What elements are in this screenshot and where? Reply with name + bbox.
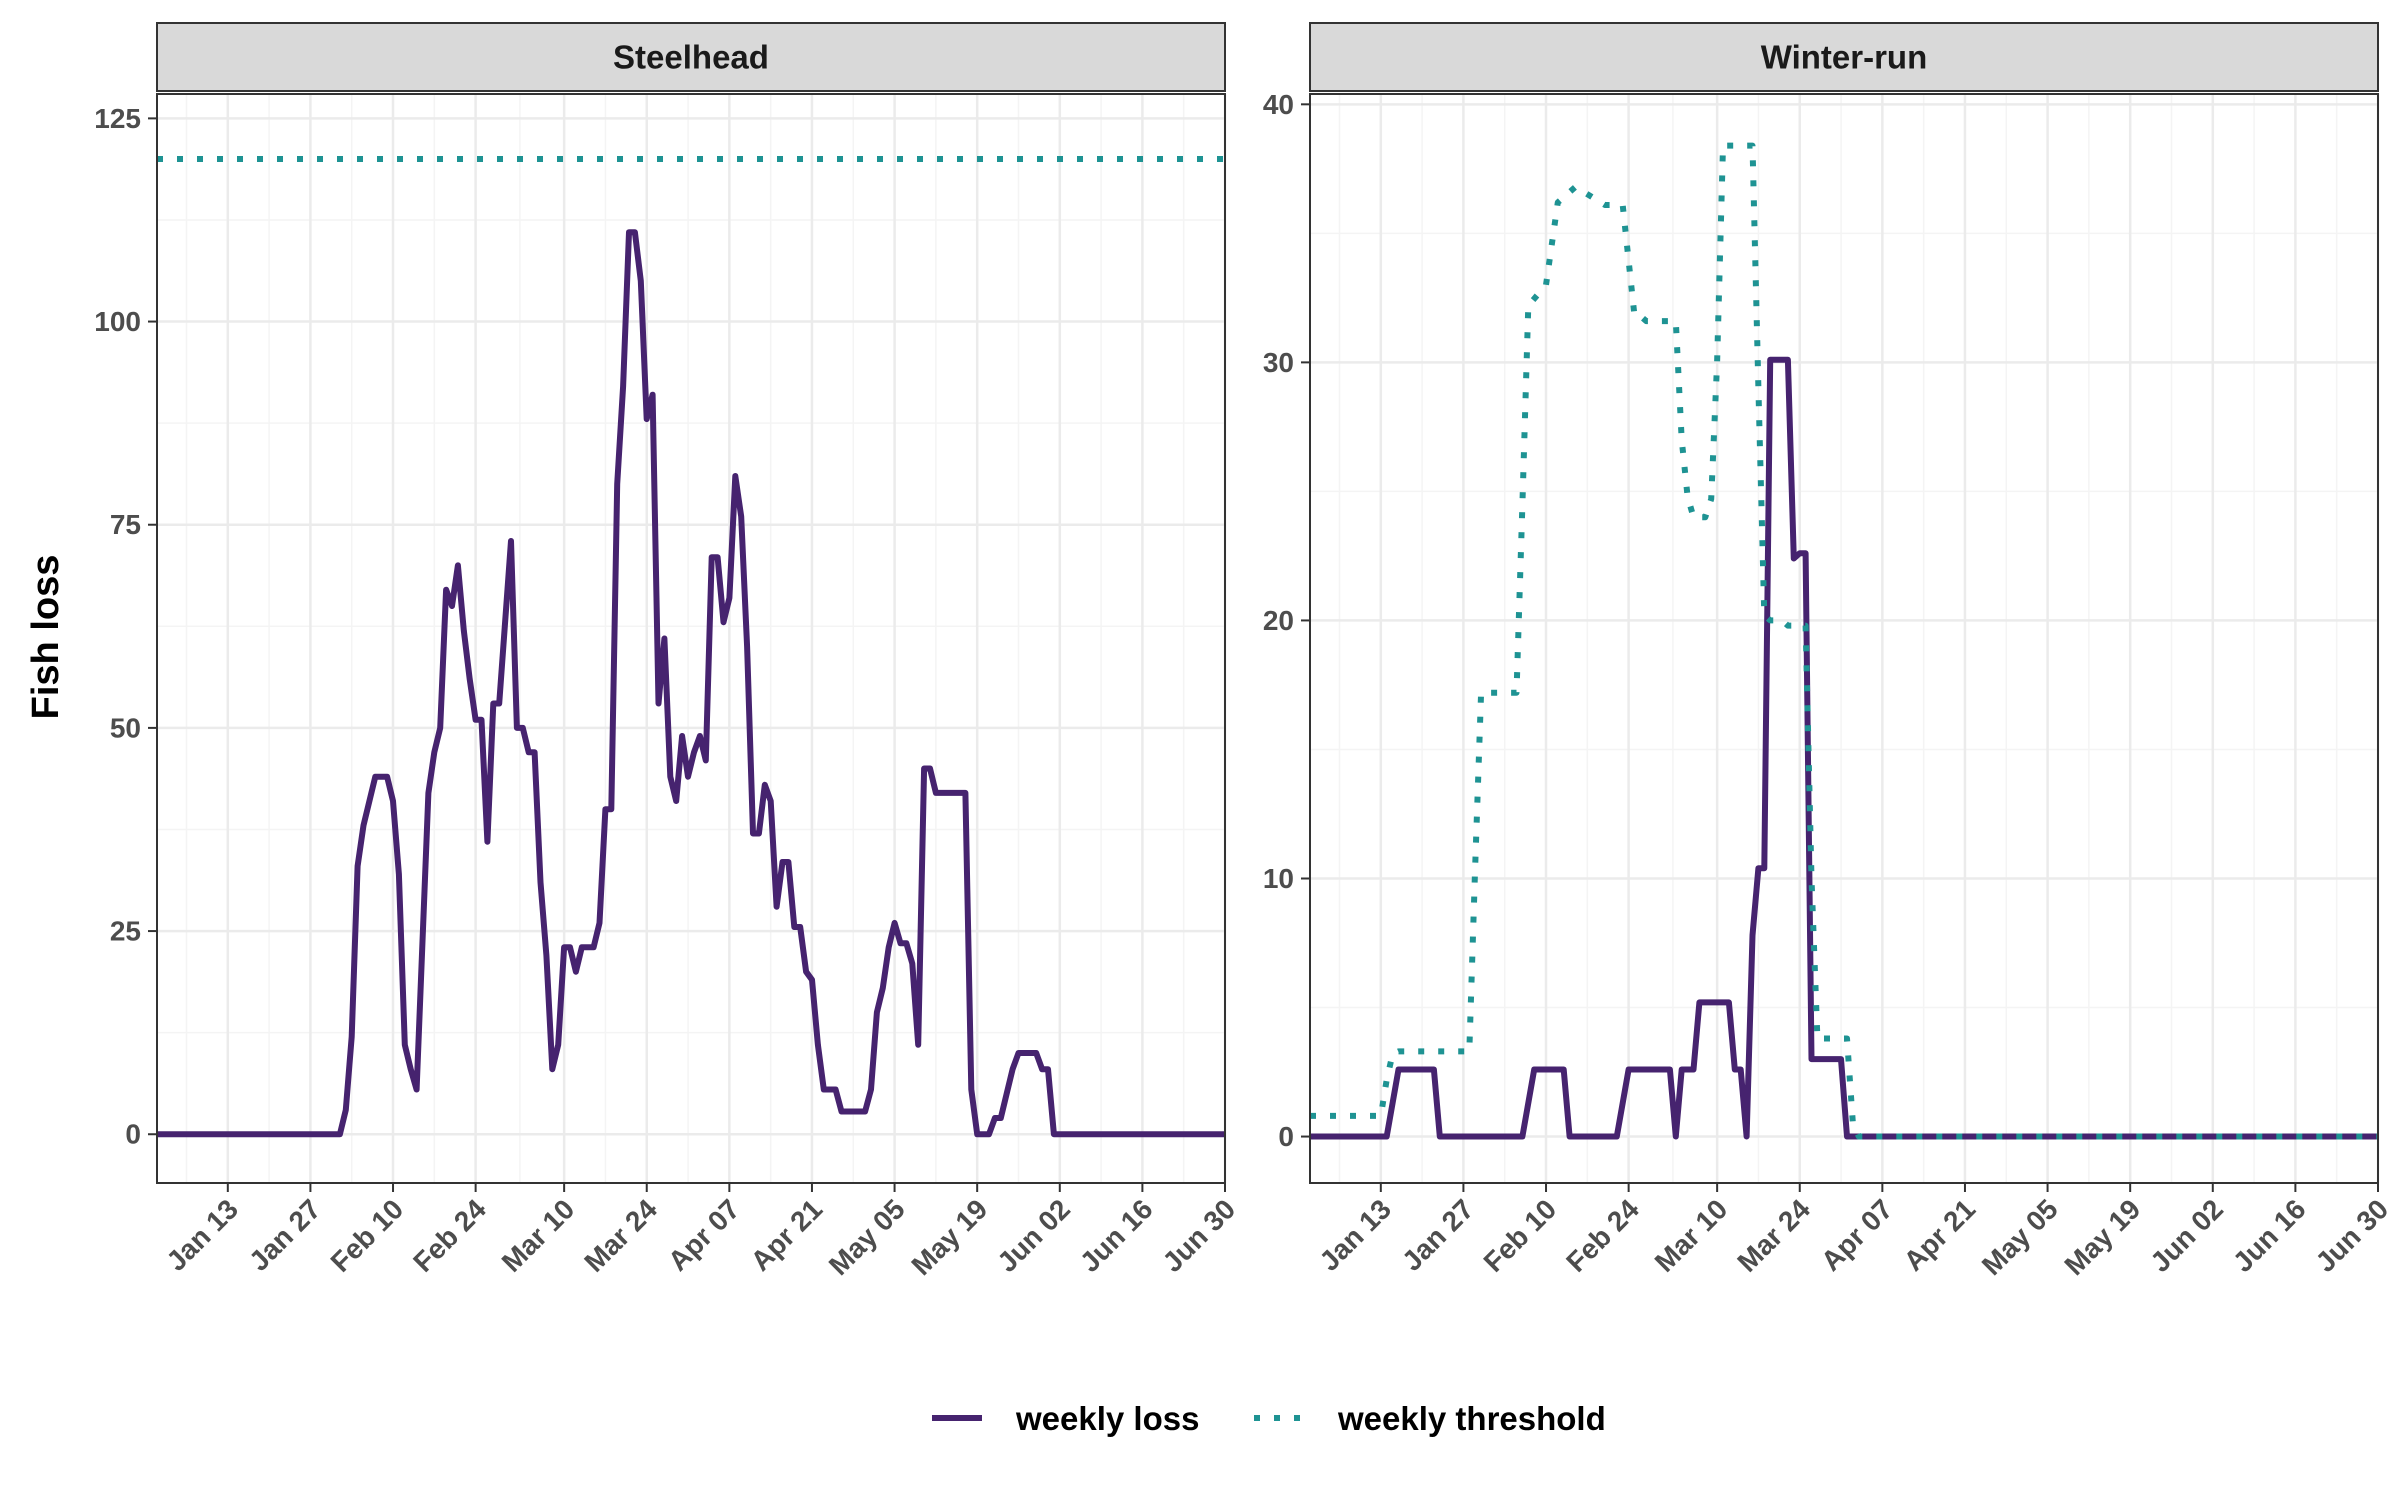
x-tick-label: Feb 10 [325, 1193, 410, 1278]
x-tick-label: Apr 07 [662, 1193, 746, 1277]
y-axis-title: Fish loss [25, 555, 67, 720]
x-tick-label: Jun 16 [2227, 1193, 2312, 1278]
x-tick-label: Mar 24 [1731, 1193, 1816, 1278]
x-tick-label: Jun 16 [1074, 1193, 1159, 1278]
x-tick-label: Jun 02 [991, 1193, 1076, 1278]
y-tick-label: 125 [94, 103, 141, 134]
x-tick-label: May 05 [823, 1193, 911, 1281]
x-tick-label: Mar 10 [496, 1193, 581, 1278]
x-tick-label: Jan 27 [243, 1193, 327, 1277]
x-tick-label: May 05 [1976, 1193, 2064, 1281]
y-tick-label: 30 [1263, 347, 1294, 378]
x-tick-label: Mar 24 [578, 1193, 663, 1278]
x-tick-label: Jan 13 [160, 1193, 244, 1277]
strip-header [156, 22, 1226, 92]
x-tick-label: Apr 21 [745, 1193, 829, 1277]
x-tick-label: Jan 13 [1313, 1193, 1397, 1277]
x-tick-label: Apr 07 [1815, 1193, 1899, 1277]
y-tick-label: 50 [110, 712, 141, 743]
y-tick-label: 25 [110, 916, 141, 947]
strip-header [1309, 22, 2379, 92]
y-tick-label: 20 [1263, 605, 1294, 636]
y-tick-label: 75 [110, 509, 141, 540]
strip-title: Steelhead [613, 39, 769, 76]
series-weekly-loss [157, 229, 1225, 1138]
x-tick-label: May 19 [2058, 1193, 2146, 1281]
panel-border [1309, 93, 2379, 1184]
legend-label: weekly threshold [1337, 1400, 1606, 1437]
legend-item-weekly-loss: weekly loss [932, 1400, 1199, 1437]
y-tick-label: 10 [1263, 863, 1294, 894]
y-tick-label: 40 [1263, 89, 1294, 120]
legend: weekly loss weekly threshold [932, 1400, 1606, 1437]
series-weekly-threshold [1310, 142, 2378, 1140]
x-tick-label: Jun 30 [1157, 1193, 1242, 1278]
x-tick-label: Mar 10 [1649, 1193, 1734, 1278]
y-tick-label: 0 [1278, 1121, 1294, 1152]
legend-item-weekly-threshold: weekly threshold [1254, 1400, 1606, 1437]
y-tick-label: 100 [94, 306, 141, 337]
x-tick-label: Apr 21 [1898, 1193, 1982, 1277]
x-tick-label: Jun 02 [2144, 1193, 2229, 1278]
x-tick-label: Feb 24 [1560, 1193, 1645, 1278]
panel-border [156, 93, 1226, 1184]
series-weekly-loss [1310, 356, 2378, 1140]
x-tick-label: Jun 30 [2310, 1193, 2395, 1278]
x-tick-label: Feb 10 [1478, 1193, 1563, 1278]
y-tick-label: 0 [125, 1119, 141, 1150]
strip-title: Winter-run [1761, 39, 1928, 76]
x-tick-label: Feb 24 [407, 1193, 492, 1278]
x-tick-label: Jan 27 [1396, 1193, 1480, 1277]
legend-label: weekly loss [1015, 1400, 1199, 1437]
x-tick-label: May 19 [905, 1193, 993, 1281]
